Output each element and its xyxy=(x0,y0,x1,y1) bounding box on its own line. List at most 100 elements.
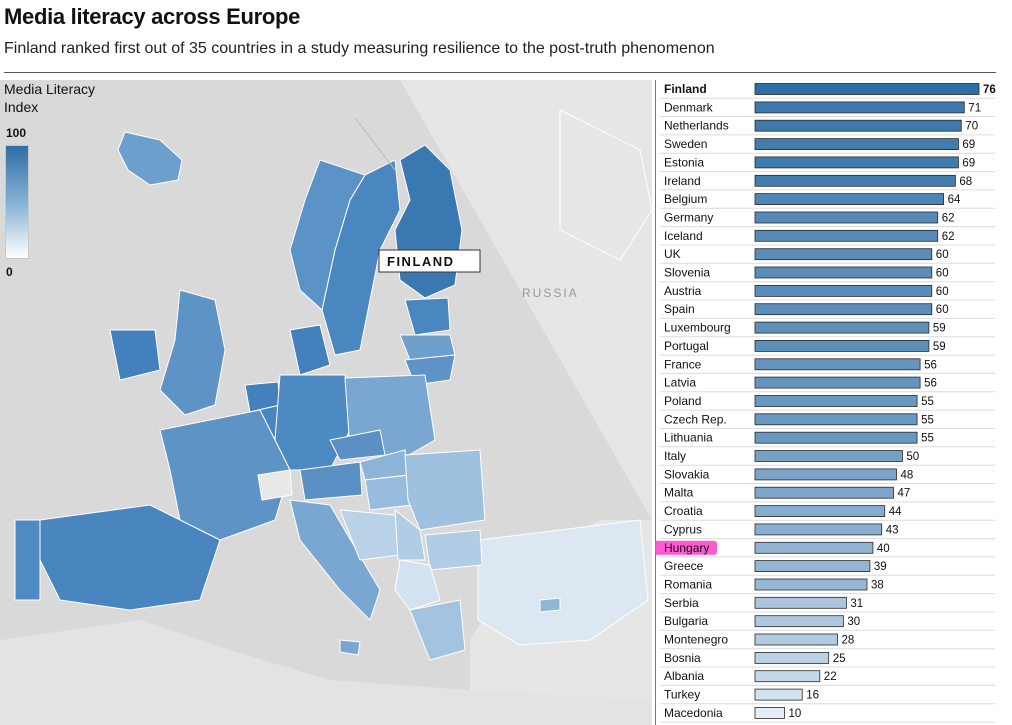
finland-callout-box xyxy=(378,249,481,273)
bar xyxy=(754,450,903,462)
category-label: Finland xyxy=(664,82,707,96)
category-label: Spain xyxy=(664,302,695,316)
value-label: 31 xyxy=(850,598,863,610)
bar xyxy=(754,101,965,114)
bar xyxy=(754,560,871,573)
value-label: 30 xyxy=(847,616,860,628)
bar xyxy=(754,376,921,389)
value-label: 55 xyxy=(921,396,934,408)
category-label: Portugal xyxy=(664,339,709,353)
russia-label: RUSSIA xyxy=(522,286,579,300)
bar xyxy=(754,266,933,279)
bar xyxy=(754,321,930,334)
bar xyxy=(754,431,918,444)
category-label: Romania xyxy=(664,578,712,592)
bar xyxy=(754,468,897,481)
bar xyxy=(754,339,930,352)
bar xyxy=(754,541,874,554)
category-label: Montenegro xyxy=(664,633,728,647)
value-label: 22 xyxy=(824,671,837,683)
bar xyxy=(754,229,939,242)
value-label: 25 xyxy=(833,653,846,665)
category-label: Lithuania xyxy=(664,431,713,445)
bar xyxy=(754,119,962,132)
legend-gradient xyxy=(5,145,29,259)
category-label: Luxembourg xyxy=(664,321,731,335)
bar xyxy=(754,486,894,499)
category-label: Turkey xyxy=(664,688,700,702)
category-label: Sweden xyxy=(664,137,707,151)
bar xyxy=(754,193,945,205)
bar xyxy=(754,211,939,224)
bar xyxy=(754,303,933,316)
bar xyxy=(754,596,847,609)
value-label: 43 xyxy=(886,524,899,536)
category-label: Slovakia xyxy=(664,467,710,481)
value-label: 68 xyxy=(959,176,972,188)
value-label: 69 xyxy=(962,139,975,151)
value-label: 60 xyxy=(936,249,949,261)
bar xyxy=(754,156,959,169)
value-label: 59 xyxy=(933,341,946,353)
category-label: Cyprus xyxy=(664,522,702,536)
chart-title: Media literacy across Europe xyxy=(4,4,301,29)
value-label: 48 xyxy=(901,469,914,481)
legend-max-label: 100 xyxy=(6,126,27,140)
value-label: 56 xyxy=(924,359,937,371)
value-label: 44 xyxy=(889,506,902,518)
category-label: Albania xyxy=(664,669,704,683)
bar xyxy=(754,707,785,719)
value-label: 16 xyxy=(806,690,819,702)
bar xyxy=(754,670,821,683)
value-label: 50 xyxy=(906,451,919,463)
category-label: Croatia xyxy=(664,504,703,518)
value-label: 40 xyxy=(877,543,890,555)
bar xyxy=(754,413,918,426)
bar xyxy=(754,83,980,95)
bar xyxy=(754,652,830,664)
value-label: 56 xyxy=(924,378,937,390)
value-label: 39 xyxy=(874,561,887,573)
finland-callout-label: FINLAND xyxy=(387,254,455,269)
bar xyxy=(754,615,844,628)
category-label: Ireland xyxy=(664,174,701,188)
map-callout-leader xyxy=(354,117,396,171)
bar xyxy=(754,138,959,150)
panel-divider xyxy=(655,80,656,725)
category-label: Netherlands xyxy=(664,119,729,133)
category-label: Macedonia xyxy=(664,706,723,720)
category-label: Slovenia xyxy=(664,266,710,280)
bar-chart: Finland 76 Denmark 71 Netherlands 70 Sweden 69 E… xyxy=(655,82,996,723)
category-label: Austria xyxy=(664,284,702,298)
value-label: 55 xyxy=(921,433,934,445)
bar xyxy=(754,284,933,297)
bar xyxy=(754,523,883,536)
bar xyxy=(754,174,956,187)
value-label: 69 xyxy=(962,157,975,169)
value-label: 28 xyxy=(842,635,855,647)
category-label: Estonia xyxy=(664,155,704,169)
category-label: Poland xyxy=(664,394,701,408)
value-label: 70 xyxy=(965,121,978,133)
value-label: 59 xyxy=(933,323,946,335)
value-label: 38 xyxy=(871,580,884,592)
category-label: Iceland xyxy=(664,229,703,243)
category-label: Hungary xyxy=(664,541,709,555)
value-label: 62 xyxy=(942,231,955,243)
category-label: Greece xyxy=(664,559,704,573)
value-label: 60 xyxy=(936,268,949,280)
value-label: 76 xyxy=(983,84,996,96)
europe-map: FINLAND RUSSIA xyxy=(0,80,652,725)
category-label: Latvia xyxy=(664,376,696,390)
category-label: Bosnia xyxy=(664,651,701,665)
value-label: 64 xyxy=(948,194,961,206)
bar xyxy=(754,395,918,407)
category-label: Bulgaria xyxy=(664,614,708,628)
category-label: Malta xyxy=(664,486,694,500)
value-label: 62 xyxy=(942,213,955,225)
category-label: Belgium xyxy=(664,192,707,206)
value-label: 60 xyxy=(936,304,949,316)
bar xyxy=(754,248,933,261)
bar xyxy=(754,505,886,518)
category-label: Germany xyxy=(664,211,713,225)
